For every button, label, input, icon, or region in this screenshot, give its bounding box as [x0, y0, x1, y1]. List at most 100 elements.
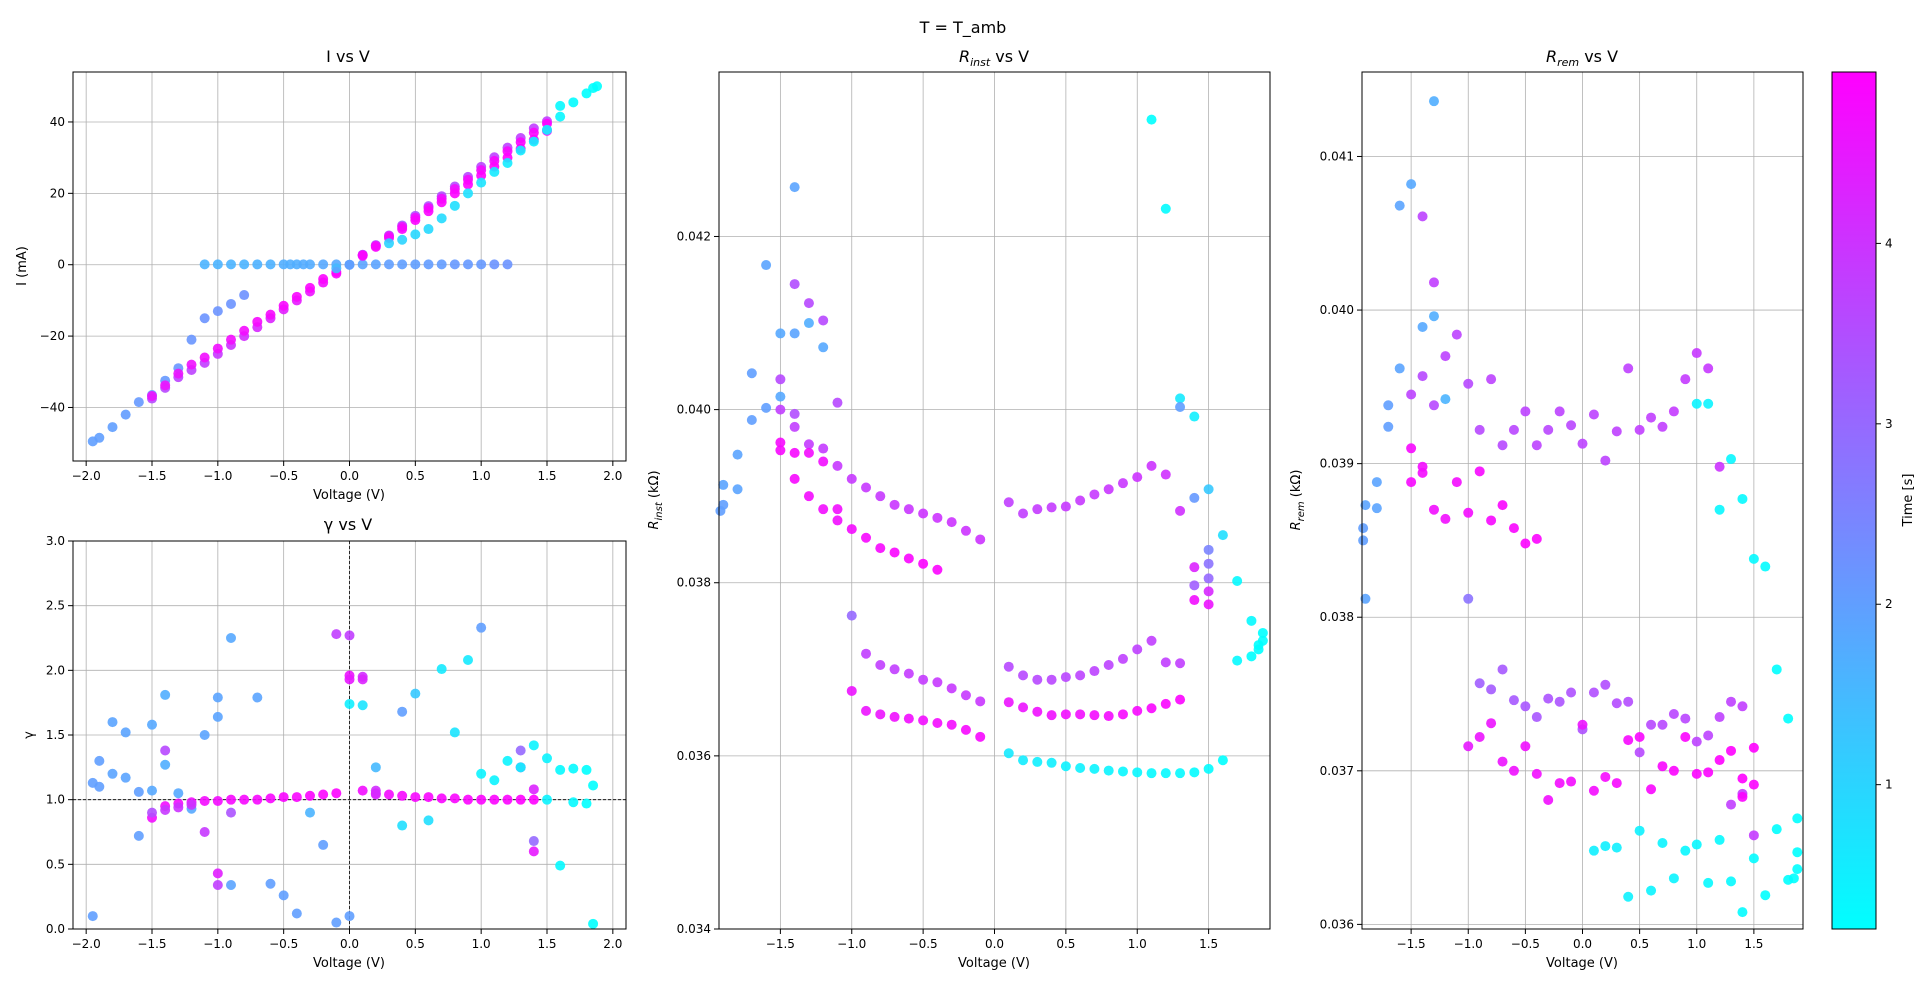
rrem-point: [1714, 504, 1725, 515]
rrem-point: [1714, 834, 1725, 845]
rinst-point: [1003, 661, 1014, 672]
rrem-ylabel-rest: (kΩ): [1289, 470, 1304, 502]
rrem-point: [1417, 321, 1428, 332]
rinst-point: [861, 705, 872, 716]
rrem-point: [1657, 837, 1668, 848]
rinst-point: [918, 674, 929, 685]
rrem-point: [1543, 794, 1554, 805]
rrem-point: [1588, 409, 1599, 420]
iv-point: [107, 422, 118, 433]
iv-point: [291, 291, 302, 302]
rrem-point: [1508, 765, 1519, 776]
rinst-point: [746, 368, 757, 379]
gamma-point: [212, 795, 223, 806]
rrem-point: [1726, 745, 1737, 756]
rinst-point: [775, 391, 786, 402]
rinst-point: [775, 328, 786, 339]
iv-point: [502, 259, 513, 270]
rrem-ytick-label: 0.041: [1320, 149, 1354, 163]
rinst-point: [1060, 672, 1071, 683]
rrem-point: [1358, 523, 1369, 534]
gamma-point: [463, 654, 473, 665]
rinst-point: [718, 479, 729, 490]
rinst-point: [1189, 492, 1200, 503]
gamma-point: [252, 794, 263, 805]
rinst-point: [803, 491, 814, 502]
gamma-xtick-label: 0.5: [406, 937, 425, 951]
rrem-point: [1726, 799, 1737, 810]
gamma-point: [588, 780, 599, 791]
rrem-point: [1691, 398, 1702, 409]
gamma-xlabel: Voltage (V): [313, 956, 385, 971]
rrem-point: [1634, 747, 1645, 758]
gamma-point: [581, 798, 592, 809]
rrem-point: [1508, 424, 1519, 435]
rrem-title-rest: vs V: [1579, 47, 1618, 66]
gamma-point: [555, 860, 566, 871]
iv-ytick-label: 20: [50, 186, 65, 200]
iv-xtick-label: 0.5: [406, 469, 425, 483]
rinst-grid: [719, 72, 1270, 930]
rinst-point: [1189, 580, 1200, 591]
rinst-point: [1046, 710, 1057, 721]
rrem-point: [1611, 426, 1622, 437]
rinst-point: [1018, 755, 1029, 766]
gamma-point: [588, 918, 599, 929]
gamma-point: [528, 794, 539, 805]
rrem-point: [1394, 200, 1405, 211]
iv-point: [305, 282, 315, 293]
rinst-point: [803, 447, 814, 458]
rrem-point: [1543, 693, 1554, 704]
gamma-point: [331, 629, 342, 640]
gamma-point: [147, 807, 157, 818]
gamma-xtick-label: −1.5: [137, 937, 166, 951]
rinst-ytick-label: 0.036: [677, 749, 711, 763]
gamma-point: [489, 794, 500, 805]
rinst-point: [789, 447, 800, 458]
gamma-point: [423, 792, 434, 803]
rinst-ylabel-sub: inst: [654, 501, 665, 520]
rinst-point: [1018, 670, 1029, 681]
rinst-point: [1089, 666, 1100, 677]
rrem-point: [1680, 713, 1691, 724]
rinst-ylabel: Rinst (kΩ): [647, 470, 665, 529]
rinst-point: [889, 664, 900, 675]
iv-point: [133, 397, 144, 408]
iv-xtick-label: 0.0: [340, 469, 359, 483]
iv-point: [147, 391, 157, 402]
rinst-point: [1032, 504, 1043, 515]
rrem-point: [1668, 406, 1679, 417]
rrem-point: [1383, 400, 1394, 411]
colorbar-label: Time [s]: [1901, 474, 1916, 528]
rrem-ytick-label: 0.037: [1320, 764, 1354, 778]
rrem-point: [1463, 593, 1474, 604]
rinst-point: [1003, 697, 1014, 708]
rrem-point: [1588, 687, 1599, 698]
gamma-ytick-label: 0.5: [46, 857, 65, 871]
gamma-point: [397, 790, 408, 801]
rinst-point: [775, 404, 786, 415]
rinst-point: [846, 524, 857, 535]
rinst-xticks: −1.5 −1.0 −0.5 0.0 0.5 1.0 1.5: [766, 929, 1218, 951]
gamma-point: [133, 830, 144, 841]
iv-point: [423, 206, 434, 217]
gamma-point: [87, 911, 98, 922]
iv-point: [423, 224, 434, 235]
rinst-point: [918, 508, 929, 519]
gamma-ytick-label: 0.0: [46, 922, 65, 936]
gamma-point: [397, 706, 408, 717]
rinst-point: [1089, 763, 1100, 774]
gamma-point: [160, 689, 171, 700]
rinst-point: [1018, 702, 1029, 713]
gamma-point: [357, 674, 368, 685]
rrem-point: [1543, 424, 1554, 435]
rrem-point: [1646, 719, 1657, 730]
rrem-grid: [1362, 72, 1803, 929]
iv-ytick-label: −20: [40, 329, 65, 343]
rinst-point: [1089, 489, 1100, 500]
iv-xtick-label: −0.5: [269, 469, 298, 483]
rrem-point: [1792, 847, 1803, 858]
rrem-point: [1771, 664, 1782, 675]
rrem-point: [1748, 830, 1759, 841]
rrem-point: [1788, 873, 1799, 884]
